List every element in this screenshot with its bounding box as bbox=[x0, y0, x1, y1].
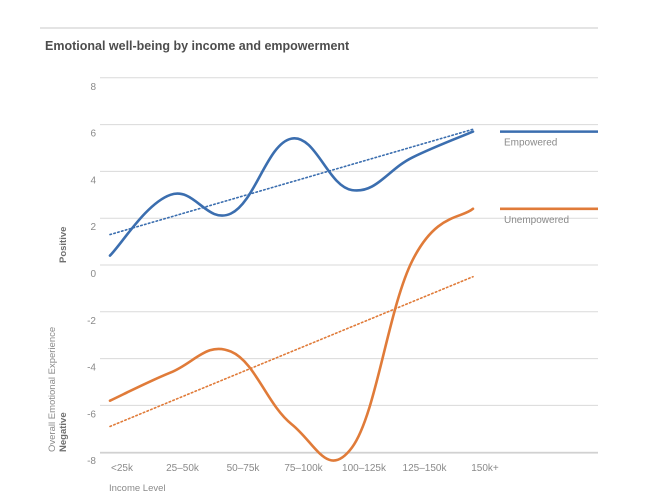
chart-title: Emotional well-being by income and empow… bbox=[45, 39, 350, 53]
empowered-trend-line bbox=[109, 128, 474, 236]
x-tick-label: 150k+ bbox=[471, 463, 499, 474]
unempowered-trend-line bbox=[109, 275, 474, 428]
x-tick-label: 50–75k bbox=[227, 463, 261, 474]
unempowered-series-line bbox=[108, 207, 475, 462]
x-tick-label: 25–50k bbox=[166, 463, 200, 474]
y-tick-label: -8 bbox=[87, 456, 96, 467]
x-tick-label: 125–150k bbox=[403, 463, 448, 474]
legend: Empowered Unempowered bbox=[500, 130, 598, 226]
x-tick-label: 75–100k bbox=[284, 463, 323, 474]
y-tick-label: 6 bbox=[90, 129, 96, 140]
y-axis-label-positive: Positive bbox=[58, 227, 69, 263]
empowered-legend-label: Empowered bbox=[504, 138, 557, 149]
y-tick-label: 0 bbox=[90, 269, 96, 280]
y-axis-label-negative: Negative bbox=[58, 412, 69, 452]
y-tick-label: 8 bbox=[90, 82, 96, 93]
unempowered-legend-label: Unempowered bbox=[504, 215, 569, 226]
y-tick-label: -4 bbox=[87, 363, 96, 374]
y-axis-label: Overall Emotional Experience bbox=[47, 327, 58, 452]
x-tick-label: <25k bbox=[111, 463, 134, 474]
y-tick-label: 2 bbox=[90, 222, 96, 233]
trend-lines bbox=[109, 128, 474, 428]
y-tick-label: -2 bbox=[87, 316, 96, 327]
y-tick-label: 4 bbox=[90, 175, 96, 186]
y-tick-label: -6 bbox=[87, 409, 96, 420]
x-tick-labels: <25k 25–50k 50–75k 75–100k 100–125k 125–150k 1… bbox=[111, 463, 499, 474]
x-axis-label: Income Level bbox=[109, 483, 166, 494]
x-tick-label: 100–125k bbox=[342, 463, 387, 474]
series-lines bbox=[108, 130, 475, 462]
y-tick-labels: 8 6 4 2 0 -2 -4 -6 -8 bbox=[87, 82, 96, 467]
gridlines bbox=[100, 77, 598, 454]
empowered-series-line bbox=[108, 130, 475, 257]
